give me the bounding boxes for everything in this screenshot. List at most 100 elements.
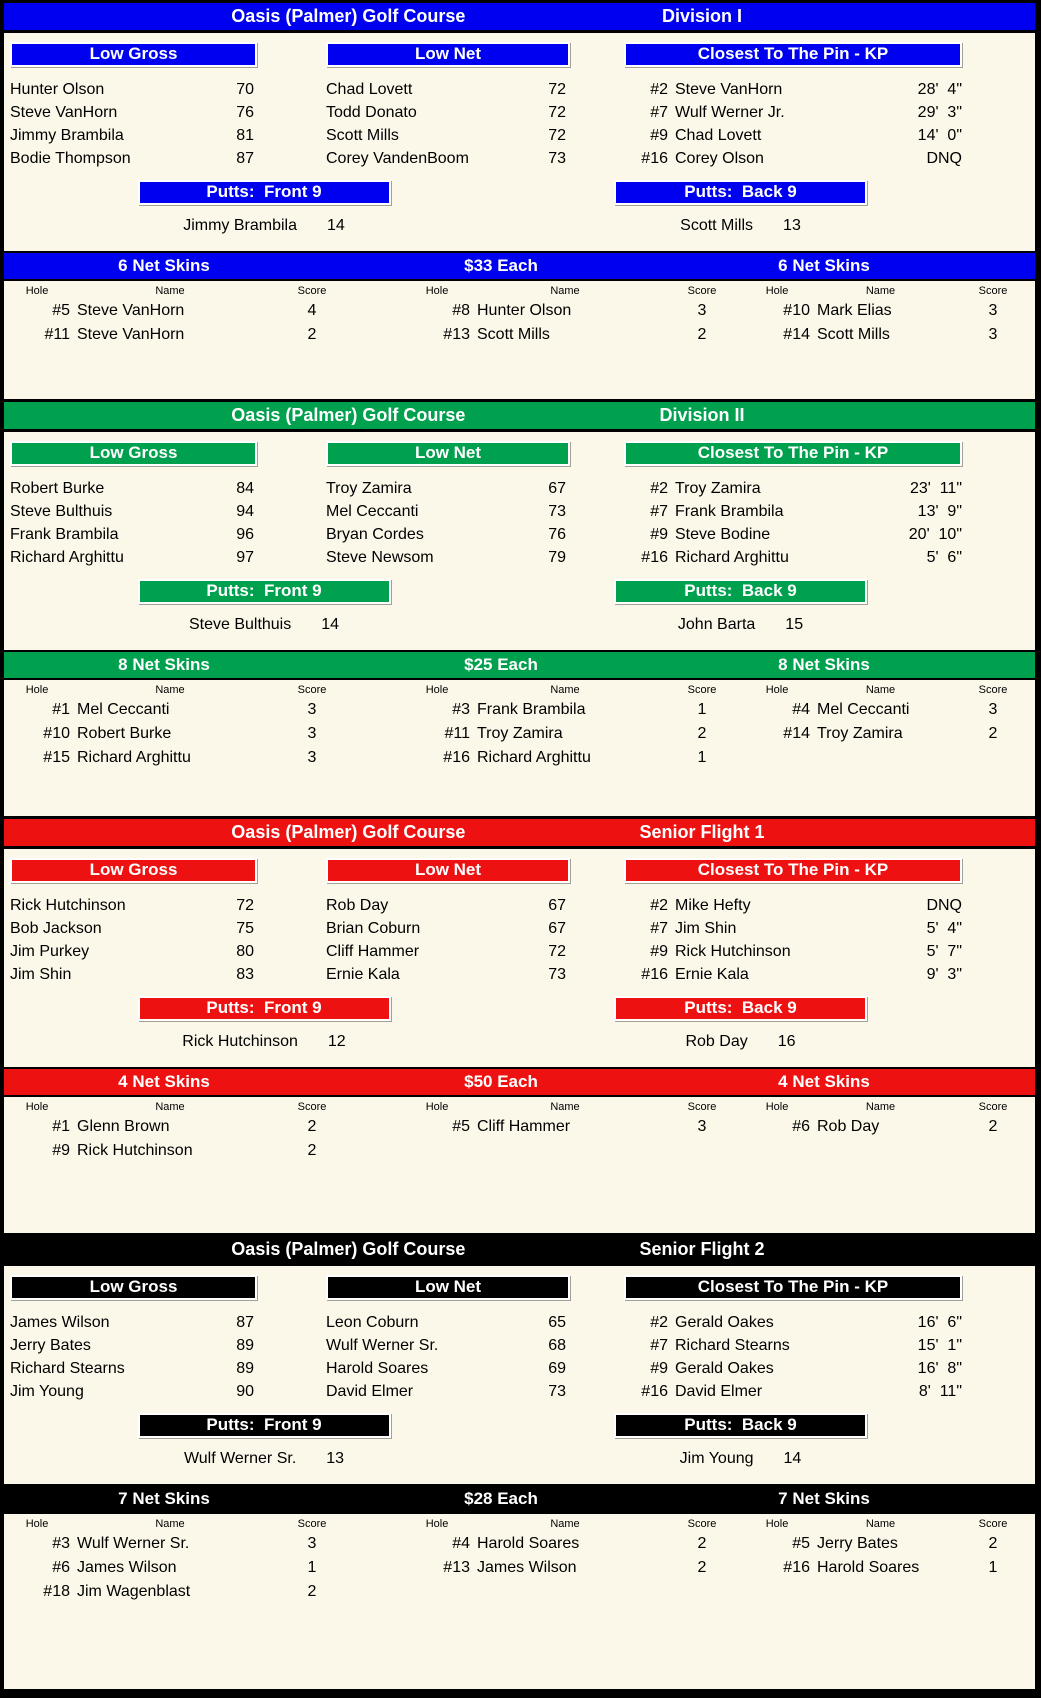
pin-distance: 23' 11"	[909, 480, 962, 497]
skins-column-headers: Hole Name Score	[4, 1099, 354, 1115]
hole-number: #7	[650, 104, 668, 121]
putts-front-winner: Steve Bulthuis 14	[189, 613, 339, 637]
hole-number: #16	[641, 966, 668, 983]
net-skins-bar: 8 Net Skins $25 Each 8 Net Skins	[4, 650, 1035, 680]
net-skins-count-left: 7 Net Skins	[118, 1489, 210, 1508]
low-net-header: Low Net	[326, 42, 570, 67]
low-net-row: Brian Coburn 67	[326, 917, 570, 940]
division-title: Senior Flight 1	[639, 822, 765, 842]
pin-distance: 16' 8"	[917, 1360, 962, 1377]
pin-distance: 5' 6"	[926, 549, 962, 566]
low-gross-row: Steve VanHorn 76	[10, 101, 280, 124]
skins-rows: #5 Jerry Bates 2 #16 Harold Soares 1	[744, 1532, 1035, 1689]
player-name: Jerry Bates	[817, 1535, 898, 1552]
closest-to-pin-row: #16 Richard Arghittu 5' 6"	[624, 546, 962, 569]
name-column-header: Name	[155, 1101, 185, 1113]
player-name: Cliff Hammer	[477, 1118, 571, 1135]
pin-distance: 29' 3"	[917, 104, 962, 121]
skin-score: 2	[697, 1559, 707, 1576]
player-score: 81	[236, 127, 254, 144]
hole-number: #16	[443, 749, 470, 766]
skins-column: Hole Name Score #8 Hunter Olson 3 #1	[354, 283, 744, 399]
player-name: Mark Elias	[817, 302, 892, 319]
player-name: Bryan Cordes	[326, 526, 424, 543]
net-skins-count-left: 4 Net Skins	[118, 1072, 210, 1091]
hole-number: #16	[783, 1559, 810, 1576]
skins-rows: #1 Mel Ceccanti 3 #10 Robert Burke 3 #15	[4, 698, 354, 816]
player-score: 79	[548, 549, 566, 566]
player-name: David Elmer	[326, 1383, 414, 1400]
score-column-header: Score	[297, 1101, 327, 1113]
closest-to-pin-row: #2 Troy Zamira 23' 11"	[624, 477, 962, 500]
player-score: 73	[548, 503, 566, 520]
skins-bar-filler	[970, 652, 1035, 678]
putts-back-half: Putts: Back 9	[524, 996, 1035, 1021]
player-name: Jim Shin	[10, 966, 72, 983]
player-score: 67	[548, 480, 566, 497]
low-gross-row: Rick Hutchinson 72	[10, 894, 280, 917]
hole-number: #8	[452, 302, 470, 319]
putts-headers: Putts: Front 9 Putts: Back 9	[4, 579, 1035, 604]
player-name: Jimmy Brambila	[10, 127, 124, 144]
hole-number: #11	[44, 326, 70, 343]
skins-rows: #8 Hunter Olson 3 #13 Scott Mills 2	[404, 299, 744, 399]
putts-headers: Putts: Front 9 Putts: Back 9	[4, 180, 1035, 205]
player-name: Cliff Hammer	[326, 943, 420, 960]
hole-column-header: Hole	[425, 1101, 449, 1113]
low-gross-row: Jim Shin 83	[10, 963, 280, 986]
skin-row: #11 Steve VanHorn 2	[4, 323, 354, 347]
putts-back-header: Putts: Back 9	[614, 996, 867, 1021]
net-skins-count-left: 6 Net Skins	[118, 256, 210, 275]
putts-count: 15	[785, 616, 804, 633]
skins-column-headers: Hole Name Score	[4, 682, 354, 698]
skin-row: #4 Mel Ceccanti 3	[744, 698, 1035, 722]
pin-distance: 5' 7"	[926, 943, 962, 960]
skin-score: 2	[697, 326, 707, 343]
putts-back-header: Putts: Back 9	[614, 1413, 867, 1438]
skin-row: #6 James Wilson 1	[4, 1556, 354, 1580]
low-gross-row: James Wilson 87	[10, 1311, 280, 1334]
player-score: 97	[236, 549, 254, 566]
low-gross-row: Bob Jackson 75	[10, 917, 280, 940]
hole-number: #16	[641, 549, 668, 566]
player-name: Rob Day	[817, 1118, 880, 1135]
division-section: Oasis (Palmer) Golf Course Division II L…	[4, 399, 1035, 816]
player-name: Frank Brambila	[477, 701, 586, 718]
player-score: 89	[236, 1337, 254, 1354]
putts-front-value-half: Steve Bulthuis 14	[4, 613, 524, 637]
player-score: 68	[548, 1337, 566, 1354]
skins-table: Hole Name Score #1 Mel Ceccanti 3 #1	[4, 680, 1035, 816]
name-column-header: Name	[550, 1518, 580, 1530]
skin-row: #6 Rob Day 2	[744, 1115, 1035, 1139]
skin-score: 3	[307, 749, 317, 766]
player-score: 72	[548, 104, 566, 121]
hole-number: #9	[650, 526, 668, 543]
hole-number: #3	[52, 1535, 70, 1552]
player-name: Troy Zamira	[326, 480, 412, 497]
low-gross-row: Richard Stearns 89	[10, 1357, 280, 1380]
net-skins-bar: 4 Net Skins $50 Each 4 Net Skins	[4, 1067, 1035, 1097]
results-columns: Low Gross Hunter Olson 70 Steve VanHorn …	[4, 42, 1035, 170]
player-name: Mel Ceccanti	[77, 701, 170, 718]
hole-column-header: Hole	[765, 684, 789, 696]
skins-rows: #3 Wulf Werner Sr. 3 #6 James Wilson 1 #…	[4, 1532, 354, 1689]
low-gross-column: Low Gross Robert Burke 84 Steve Bulthuis…	[10, 441, 280, 569]
player-score: 72	[548, 127, 566, 144]
score-column-header: Score	[687, 1101, 717, 1113]
putts-headers: Putts: Front 9 Putts: Back 9	[4, 1413, 1035, 1438]
closest-to-pin-row: #16 Corey Olson DNQ	[624, 147, 962, 170]
hole-number: #1	[52, 701, 70, 718]
skin-score: 3	[307, 1535, 317, 1552]
name-column-header: Name	[865, 285, 896, 297]
skins-column: Hole Name Score #5 Steve VanHorn 4 #	[4, 283, 354, 399]
player-name: Troy Zamira	[477, 725, 563, 742]
low-gross-list: Rick Hutchinson 72 Bob Jackson 75 Jim Pu…	[10, 894, 280, 986]
hole-number: #5	[52, 302, 70, 319]
net-skins-count-right: 7 Net Skins	[778, 1489, 870, 1508]
putts-front-value-half: Rick Hutchinson 12	[4, 1030, 524, 1054]
skins-rows: #10 Mark Elias 3 #14 Scott Mills 3	[744, 299, 1035, 399]
player-name: Harold Soares	[817, 1559, 920, 1576]
score-column-header: Score	[978, 285, 1008, 297]
skins-payout: $33 Each	[464, 256, 538, 275]
closest-to-pin-row: #9 Rick Hutchinson 5' 7"	[624, 940, 962, 963]
